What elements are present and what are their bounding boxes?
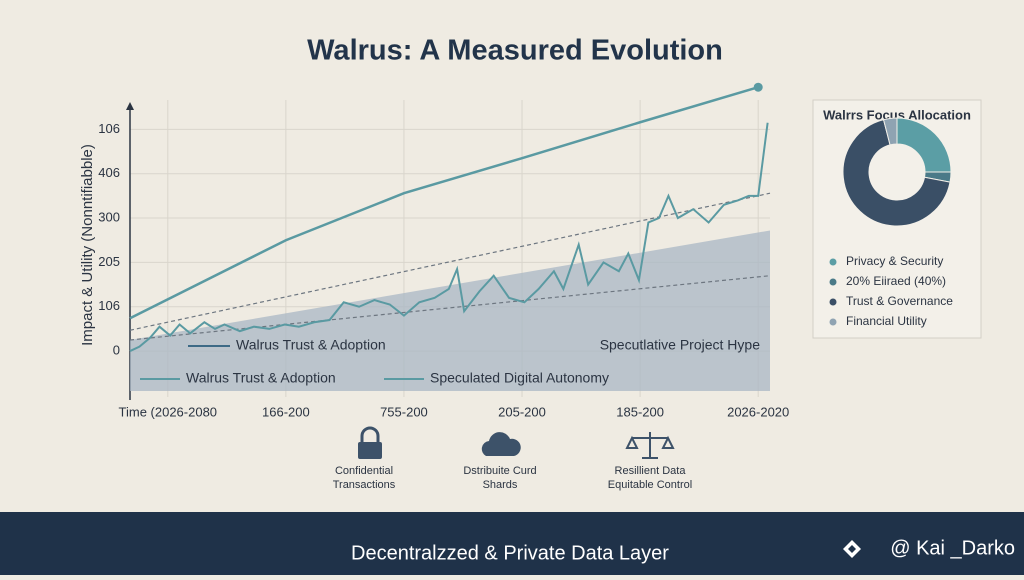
x-tick-label: 755-200 <box>380 404 428 419</box>
legend-label: Financial Utility <box>846 314 927 328</box>
line <box>129 122 769 352</box>
x-tick-label: 2026-2020 <box>727 404 789 419</box>
feature-label: Equitable Control <box>608 479 692 491</box>
footer-text: Decentralzzed & Private Data Layer <box>351 542 669 564</box>
lock-icon <box>358 426 382 459</box>
x-tick-label: 166-200 <box>262 404 310 419</box>
legend-label: Trust & Governance <box>846 294 953 308</box>
feature-label: Shards <box>483 479 518 491</box>
legend-label: Speculated Digital Autonomy <box>430 370 609 386</box>
cloud-icon <box>481 432 521 456</box>
x-tick-label: 205-200 <box>498 404 546 419</box>
y-tick-label: 205 <box>98 254 120 269</box>
legend-dot <box>829 278 837 286</box>
end-dot <box>753 82 763 92</box>
y-tick-label: 406 <box>98 165 120 180</box>
feature-label: Transactions <box>333 479 396 491</box>
legend-label: Walrus Trust & Adoption <box>186 370 336 386</box>
feature-label: Confidential <box>335 465 393 477</box>
pie-slice <box>842 119 951 227</box>
legend-dot <box>829 258 837 266</box>
x-tick-label: Time (2026-2080 <box>119 404 218 419</box>
feature-label: Dstribuite Curd <box>463 465 536 477</box>
legend-label: Walrus Trust & Adoption <box>236 337 386 353</box>
y-tick-label: 0 <box>113 343 120 358</box>
pie-title: Walrrs Focus Allocation <box>823 107 971 122</box>
legend-dot <box>829 298 837 306</box>
x-tick-label: 185-200 <box>616 404 664 419</box>
y-axis-arrow <box>126 102 134 110</box>
y-tick-label: 106 <box>98 121 120 136</box>
line <box>129 86 759 320</box>
pie-slice <box>882 117 898 146</box>
logo <box>843 540 861 558</box>
legend-label: Privacy & Security <box>846 254 943 268</box>
y-tick-label: 300 <box>98 209 120 224</box>
feature-label: Resillient Data <box>615 465 687 477</box>
title: Walrus: A Measured Evolution <box>307 35 723 67</box>
footer-handle: @ Kai _Darko <box>890 537 1015 559</box>
scale-icon <box>625 432 675 459</box>
y-axis-label: Impact & Utility (Nonntifiabble) <box>79 144 96 346</box>
y-tick-label: 106 <box>98 298 120 313</box>
area <box>130 230 770 391</box>
legend-label: Specutlative Project Hype <box>600 337 761 353</box>
legend-label: 20% Eiiraed (40%) <box>846 274 946 288</box>
legend-dot <box>829 318 837 326</box>
